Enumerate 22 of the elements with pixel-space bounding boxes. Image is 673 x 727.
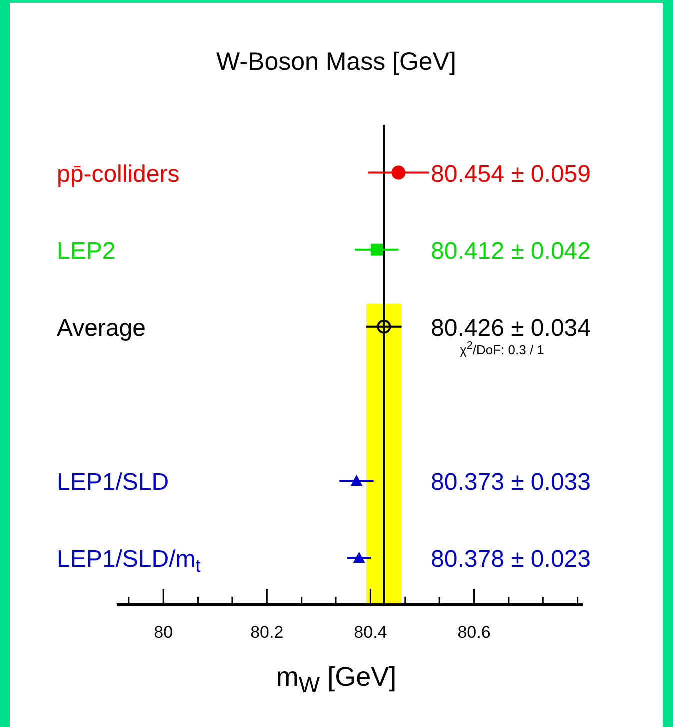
y-tick-label: Average xyxy=(57,314,146,342)
data-label: 80.426 ± 0.034 xyxy=(431,314,591,342)
chart-title: W-Boson Mass [GeV] xyxy=(216,48,458,77)
point xyxy=(370,244,383,256)
x-tick-label: 80.2 xyxy=(250,623,284,642)
annotation: χ$^{2}$/DoF: 0.3 / 1 xyxy=(460,340,544,358)
y-tick-label: LEP1/SLD xyxy=(57,468,170,496)
point xyxy=(350,474,363,486)
point xyxy=(392,166,406,180)
data-label: 80.454 ± 0.059 xyxy=(431,160,591,188)
x-tick-label: 80 xyxy=(154,623,174,642)
data-label: 80.373 ± 0.033 xyxy=(431,468,591,496)
y-tick-label: LEP1/SLD/m$_{t}$ xyxy=(57,546,201,576)
x-tick-label: 80.4 xyxy=(354,623,388,642)
x-tick-label: 80.6 xyxy=(458,623,491,642)
y-tick-label: pp̄-colliders xyxy=(57,160,180,188)
data-label: 80.412 ± 0.042 xyxy=(431,238,591,265)
y-tick-label: LEP2 xyxy=(57,238,116,265)
data-label: 80.378 ± 0.023 xyxy=(431,546,591,573)
x-axis-title: m$_{W}$ [GeV] xyxy=(275,662,398,698)
point xyxy=(353,552,366,563)
point xyxy=(377,320,392,334)
